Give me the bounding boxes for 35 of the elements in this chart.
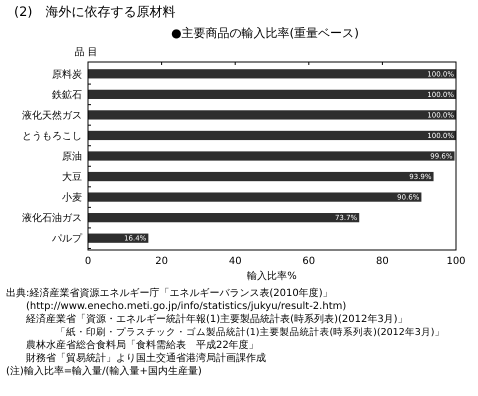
y-axis-title: 品 目	[74, 47, 98, 58]
text: 財務省「貿易統計」より国土交通省港湾局計画課作成	[26, 352, 266, 364]
x-tick-label: 0	[84, 256, 92, 267]
y-tick-label: 原料炭	[52, 68, 82, 80]
text: (注)輸入比率=輸入量/(輸入量+国内生産量)	[6, 365, 202, 377]
bar	[88, 130, 456, 140]
bar	[88, 90, 456, 99]
y-tick-label: 液化石油ガス	[22, 212, 82, 224]
x-tick-label: 60	[302, 256, 316, 267]
bar	[88, 151, 455, 161]
bar	[88, 110, 456, 120]
x-axis-title: 輸入比率%	[247, 270, 297, 282]
text: 経済産業省「資源・エネルギー統計年報(1)主要製品統計表(時系列表)(2012年3月)」	[25, 313, 408, 325]
text: (http://www.enecho.meti.go.jp/info/statistics/jukyu/result-2.htm)	[26, 301, 346, 312]
text: 「紙・印刷・プラスチック・ゴム製品統計(1)主要製品統計表(時系列表)(2012年3月)」	[56, 326, 445, 338]
x-tick-label: 100	[446, 256, 466, 267]
chart-title: (2) 海外に依存する原材料	[14, 5, 176, 20]
bar	[88, 192, 422, 202]
y-tick-label: 原油	[62, 150, 82, 162]
y-tick-label: 大豆	[62, 171, 82, 184]
y-tick-label: 鉄鉱石	[52, 88, 82, 101]
y-tick-label: 液化天然ガス	[22, 109, 82, 122]
bar	[88, 172, 434, 182]
bar	[88, 234, 148, 243]
x-tick-label: 40	[228, 256, 242, 267]
x-tick-label: 80	[376, 256, 389, 267]
bar	[88, 69, 456, 78]
y-tick-label: とうもろこし	[22, 130, 82, 142]
source-note: 出典:経済産業省資源エネルギー庁「エネルギーバランス表(2010年度)」	[6, 287, 333, 299]
chart-subtitle: ●主要商品の輸入比率(重量ベース)	[171, 26, 359, 40]
y-tick-label: 小麦	[62, 192, 82, 204]
text: 農林水産省総合食料局「食料需給表 平成22年度」	[26, 339, 259, 351]
x-tick-label: 20	[155, 256, 168, 267]
y-tick-label: パルプ	[51, 232, 83, 245]
bar	[88, 213, 360, 222]
